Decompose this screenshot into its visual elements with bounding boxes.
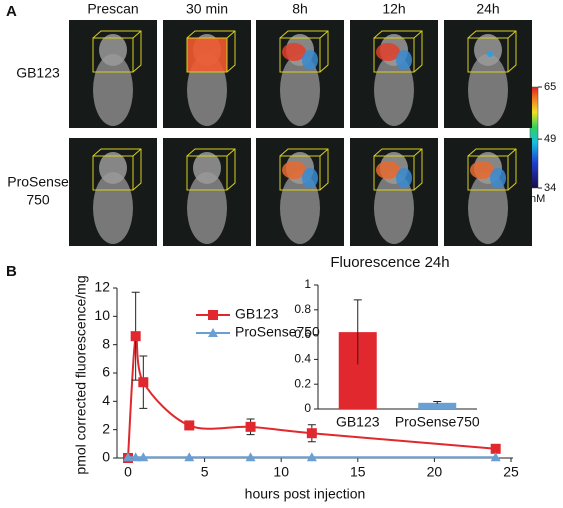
signal <box>396 168 412 188</box>
column-label: 8h <box>292 1 308 17</box>
y-tick-label: 0.4 <box>294 352 311 366</box>
marker <box>123 452 133 462</box>
error-bar <box>433 401 442 405</box>
marker <box>130 331 141 342</box>
y-tick-label: 2 <box>102 420 110 436</box>
y-tick-label: 6 <box>102 364 110 380</box>
y-tick-label: 4 <box>102 392 110 408</box>
row-label: GB123 <box>16 65 60 81</box>
y-tick-label: 0 <box>304 401 311 415</box>
signal <box>470 161 494 179</box>
x-tick-label: 20 <box>427 464 443 480</box>
signal <box>487 51 493 57</box>
x-tick-label: ProSense750 <box>395 414 480 430</box>
error-bar <box>353 299 362 365</box>
column-label: 12h <box>382 1 405 17</box>
roi-box <box>373 155 415 191</box>
y-tick-label: 12 <box>94 279 110 295</box>
signal <box>282 43 306 61</box>
marker <box>130 452 141 462</box>
roi-box <box>132 148 142 157</box>
roi-box <box>226 30 236 39</box>
colorbar-tick-label: 65 <box>544 81 556 93</box>
roi-box <box>279 155 321 191</box>
roi-box <box>467 155 509 191</box>
marker <box>490 443 501 454</box>
signal <box>396 50 412 70</box>
mouse-head <box>193 152 221 184</box>
colorbar-unit: nM <box>530 193 545 205</box>
x-tick-label: 0 <box>124 464 132 480</box>
marker <box>306 428 317 439</box>
row-label: ProSense <box>7 174 69 190</box>
marker <box>138 452 149 462</box>
signal <box>490 168 506 188</box>
roi-box <box>92 155 134 191</box>
mouse-head <box>99 34 127 66</box>
marker <box>245 452 256 462</box>
x-tick-label: 25 <box>503 464 519 480</box>
roi-box <box>507 148 517 157</box>
marker <box>138 377 149 388</box>
x-tick-label: GB123 <box>336 414 380 430</box>
roi-box <box>92 37 134 73</box>
panel-label: B <box>6 263 17 280</box>
marker <box>184 452 195 462</box>
column-label: Prescan <box>87 1 138 17</box>
mouse-head <box>99 152 127 184</box>
signal <box>282 161 306 179</box>
roi-box <box>507 30 517 39</box>
y-tick-label: 0 <box>102 449 110 465</box>
roi-box <box>186 37 228 73</box>
roi-box <box>413 148 423 157</box>
column-label: 30 min <box>186 1 228 17</box>
column-label: 24h <box>476 1 499 17</box>
y-tick-label: 0.2 <box>294 376 311 390</box>
y-tick-label: 8 <box>102 335 110 351</box>
legend-marker <box>208 328 218 337</box>
marker <box>245 421 256 432</box>
marker <box>306 452 317 462</box>
signal <box>302 50 318 70</box>
marker <box>184 420 195 431</box>
y-tick-label: 10 <box>94 307 110 323</box>
colorbar-tick-label: 34 <box>544 182 556 194</box>
roi-box <box>373 37 415 73</box>
panel-label: A <box>6 3 17 20</box>
legend-marker <box>208 310 218 320</box>
marker <box>490 452 501 462</box>
row-label: 750 <box>26 192 50 208</box>
legend-label: ProSense750 <box>235 324 320 340</box>
legend-label: GB123 <box>235 306 279 322</box>
roi-box <box>319 148 329 157</box>
colorbar-tick-label: 49 <box>544 133 556 145</box>
roi-box <box>186 155 228 191</box>
mouse-head <box>474 34 502 66</box>
bar <box>418 402 457 409</box>
x-tick-label: 10 <box>273 464 289 480</box>
signal <box>187 38 227 72</box>
roi-box <box>467 37 509 73</box>
signal <box>376 43 400 61</box>
y-tick-label: 0.6 <box>294 327 311 341</box>
y-tick-label: 0.8 <box>294 302 311 316</box>
roi-box <box>413 30 423 39</box>
y-axis-label: pmol corrected fluorescence/mg <box>73 275 89 474</box>
signal <box>376 161 400 179</box>
roi-box <box>132 30 142 39</box>
roi-box <box>279 37 321 73</box>
y-tick-label: 1 <box>304 277 311 291</box>
roi-box <box>319 30 329 39</box>
x-tick-label: 5 <box>201 464 209 480</box>
x-tick-label: 15 <box>350 464 366 480</box>
signal <box>302 168 318 188</box>
roi-box <box>226 148 236 157</box>
inset-title: Fluorescence 24h <box>330 254 449 271</box>
colorbar <box>529 86 539 189</box>
x-axis-label: hours post injection <box>245 486 366 502</box>
